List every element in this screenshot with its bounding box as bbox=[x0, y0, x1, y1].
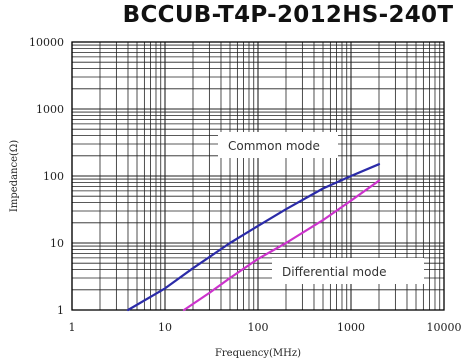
x-tick-label: 10000 bbox=[427, 321, 462, 334]
y-tick-label: 100 bbox=[43, 170, 64, 183]
x-tick-label: 100 bbox=[248, 321, 269, 334]
y-tick-label: 10000 bbox=[29, 36, 64, 49]
x-tick-label: 10 bbox=[158, 321, 172, 334]
x-tick-label: 1 bbox=[69, 321, 76, 334]
differential-mode-line bbox=[182, 179, 381, 312]
differential-mode-label-box bbox=[272, 258, 424, 284]
common-mode-label-box bbox=[218, 132, 338, 158]
differential-mode-label: Differential mode bbox=[282, 265, 386, 279]
y-axis-label: Impedance(Ω) bbox=[9, 140, 20, 212]
common-mode-line bbox=[126, 163, 381, 312]
x-tick-labels: 1 10 100 1000 10000 bbox=[69, 321, 462, 334]
common-mode-label: Common mode bbox=[228, 139, 320, 153]
common-mode-annotation: Common mode bbox=[218, 132, 338, 158]
y-tick-label: 1 bbox=[57, 304, 64, 317]
x-tick-label: 1000 bbox=[337, 321, 365, 334]
differential-mode-annotation: Differential mode bbox=[272, 258, 424, 284]
y-tick-label: 1000 bbox=[36, 103, 64, 116]
y-tick-label: 10 bbox=[50, 237, 64, 250]
x-axis-label: Frequency(MHz) bbox=[215, 348, 301, 359]
y-tick-labels: 1 10 100 1000 10000 bbox=[29, 36, 64, 317]
series-layer bbox=[126, 163, 381, 312]
plot-frame bbox=[71, 41, 445, 311]
chart-title: BCCUB-T4P-2012HS-240T bbox=[122, 2, 454, 28]
